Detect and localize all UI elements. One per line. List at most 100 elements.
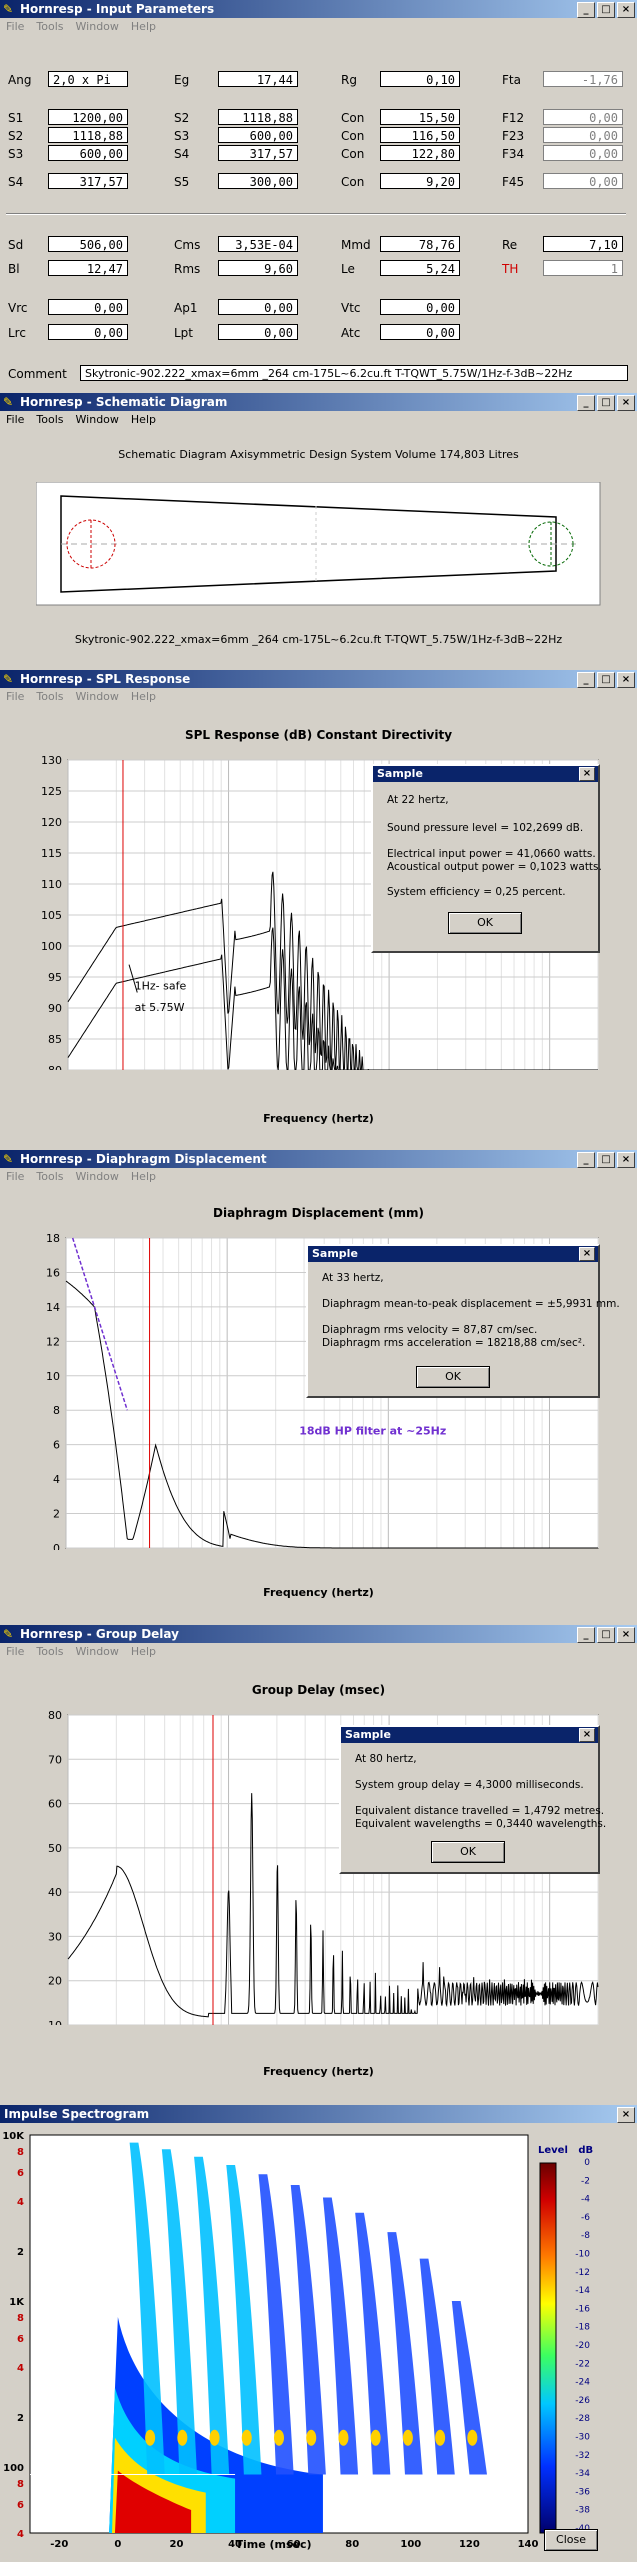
param-field-bl[interactable]: 12,47 [48, 260, 128, 276]
param-field-eg[interactable]: 17,44 [218, 71, 298, 87]
param-field-rg[interactable]: 0,10 [380, 71, 460, 87]
minimize-button[interactable]: _ [577, 395, 595, 411]
param-field-con[interactable]: 15,50 [380, 109, 460, 125]
param-field-ang[interactable]: 2,0 x Pi [48, 71, 128, 87]
menu-tools[interactable]: Tools [36, 1170, 64, 1183]
menu-file[interactable]: File [6, 690, 25, 703]
window-titlebar[interactable]: ✎ Hornresp - Diaphragm Displacement _ □ × [0, 1150, 637, 1168]
close-button[interactable]: × [617, 395, 635, 411]
param-field-s4[interactable]: 317,57 [48, 173, 128, 189]
menu-tools[interactable]: Tools [36, 20, 64, 33]
menu-window[interactable]: Window [75, 690, 119, 703]
level-tick-label: -26 [575, 2396, 590, 2406]
param-field-f12[interactable]: 0,00 [543, 109, 623, 125]
menu-tools[interactable]: Tools [36, 1645, 64, 1658]
param-field-s5[interactable]: 300,00 [218, 173, 298, 189]
param-field-cms[interactable]: 3,53E-04 [218, 236, 298, 252]
param-field-sd[interactable]: 506,00 [48, 236, 128, 252]
param-field-le[interactable]: 5,24 [380, 260, 460, 276]
param-label: S4 [8, 175, 24, 189]
param-field-vrc[interactable]: 0,00 [48, 299, 128, 315]
menu-file[interactable]: File [6, 413, 25, 426]
menu-file[interactable]: File [6, 1645, 25, 1658]
param-field-atc[interactable]: 0,00 [380, 324, 460, 340]
window-titlebar[interactable]: ✎ Hornresp - Input Parameters _ □ × [0, 0, 637, 18]
y-tick-label: 8 [53, 1404, 60, 1417]
menu-window[interactable]: Window [75, 413, 119, 426]
maximize-button[interactable]: □ [597, 672, 615, 688]
dialog-close-button[interactable]: × [579, 1728, 595, 1742]
level-tick-label: -38 [575, 2506, 590, 2516]
param-field-s4[interactable]: 317,57 [218, 145, 298, 161]
close-button[interactable]: × [617, 672, 635, 688]
param-field-vtc[interactable]: 0,00 [380, 299, 460, 315]
dialog-line: System group delay = 4,3000 milliseconds… [355, 1779, 584, 1791]
close-button[interactable]: × [617, 1627, 635, 1643]
menu-help[interactable]: Help [130, 413, 156, 426]
param-field-fta[interactable]: -1,76 [543, 71, 623, 87]
maximize-button[interactable]: □ [597, 2, 615, 18]
menu-help[interactable]: Help [130, 1645, 156, 1658]
menu-file[interactable]: File [6, 20, 25, 33]
spectrogram-peak [467, 2429, 478, 2446]
param-field-lrc[interactable]: 0,00 [48, 324, 128, 340]
param-field-con[interactable]: 122,80 [380, 145, 460, 161]
param-field-s3[interactable]: 600,00 [48, 145, 128, 161]
comment-field[interactable]: Skytronic-902.222_xmax=6mm _264 cm-175L~… [80, 365, 628, 381]
window-titlebar[interactable]: Impulse Spectrogram × [0, 2105, 637, 2123]
param-field-con[interactable]: 9,20 [380, 173, 460, 189]
param-field-re[interactable]: 7,10 [543, 236, 623, 252]
window-titlebar[interactable]: ✎ Hornresp - Schematic Diagram _ □ × [0, 393, 637, 411]
minimize-button[interactable]: _ [577, 1152, 595, 1168]
menu-file[interactable]: File [6, 1170, 25, 1183]
param-field-s2[interactable]: 1118,88 [48, 127, 128, 143]
dialog-close-button[interactable]: × [579, 1247, 595, 1261]
param-field-s3[interactable]: 600,00 [218, 127, 298, 143]
maximize-button[interactable]: □ [597, 395, 615, 411]
param-field-lpt[interactable]: 0,00 [218, 324, 298, 340]
window-titlebar[interactable]: ✎ Hornresp - SPL Response _ □ × [0, 670, 637, 688]
spectrogram-streak [290, 2184, 326, 2475]
param-field-f45[interactable]: 0,00 [543, 173, 623, 189]
menu-help[interactable]: Help [130, 20, 156, 33]
menu-window[interactable]: Window [75, 1170, 119, 1183]
param-field-mmd[interactable]: 78,76 [380, 236, 460, 252]
menu-bar: File Tools Window Help [0, 411, 637, 429]
minimize-button[interactable]: _ [577, 2, 595, 18]
param-field-s1[interactable]: 1200,00 [48, 109, 128, 125]
param-field-f23[interactable]: 0,00 [543, 127, 623, 143]
close-button[interactable]: Close [544, 2529, 598, 2551]
menu-help[interactable]: Help [130, 1170, 156, 1183]
maximize-button[interactable]: □ [597, 1152, 615, 1168]
ok-button[interactable]: OK [431, 1841, 505, 1863]
menu-window[interactable]: Window [75, 1645, 119, 1658]
param-field-th[interactable]: 1 [543, 260, 623, 276]
param-field-f34[interactable]: 0,00 [543, 145, 623, 161]
dialog-titlebar[interactable]: Sample × [373, 766, 598, 782]
spectrogram-streak [129, 2142, 165, 2475]
param-label: Re [502, 238, 518, 252]
minimize-button[interactable]: _ [577, 1627, 595, 1643]
ok-button[interactable]: OK [416, 1366, 490, 1388]
param-label: Vrc [8, 301, 28, 315]
spectrogram-streak [387, 2232, 423, 2475]
maximize-button[interactable]: □ [597, 1627, 615, 1643]
ok-button[interactable]: OK [448, 912, 522, 934]
dialog-titlebar[interactable]: Sample × [308, 1246, 598, 1262]
dialog-titlebar[interactable]: Sample × [341, 1727, 598, 1743]
param-field-rms[interactable]: 9,60 [218, 260, 298, 276]
menu-tools[interactable]: Tools [36, 690, 64, 703]
close-button[interactable]: × [617, 1152, 635, 1168]
menu-help[interactable]: Help [130, 690, 156, 703]
param-field-s2[interactable]: 1118,88 [218, 109, 298, 125]
dialog-close-button[interactable]: × [579, 767, 595, 781]
param-field-con[interactable]: 116,50 [380, 127, 460, 143]
close-button[interactable]: × [617, 2107, 635, 2123]
close-button[interactable]: × [617, 2, 635, 18]
menu-window[interactable]: Window [75, 20, 119, 33]
param-field-ap1[interactable]: 0,00 [218, 299, 298, 315]
window-titlebar[interactable]: ✎ Hornresp - Group Delay _ □ × [0, 1625, 637, 1643]
minimize-button[interactable]: _ [577, 672, 595, 688]
menu-tools[interactable]: Tools [36, 413, 64, 426]
